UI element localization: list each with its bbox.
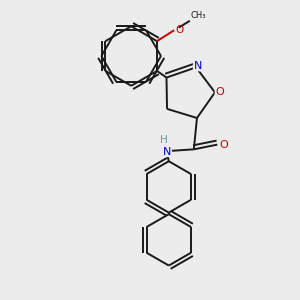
Text: O: O <box>215 87 224 97</box>
Text: O: O <box>176 25 184 34</box>
Text: O: O <box>220 140 229 150</box>
Text: CH₃: CH₃ <box>191 11 206 20</box>
Text: N: N <box>194 61 202 71</box>
Text: N: N <box>163 146 171 157</box>
Text: H: H <box>160 135 167 145</box>
